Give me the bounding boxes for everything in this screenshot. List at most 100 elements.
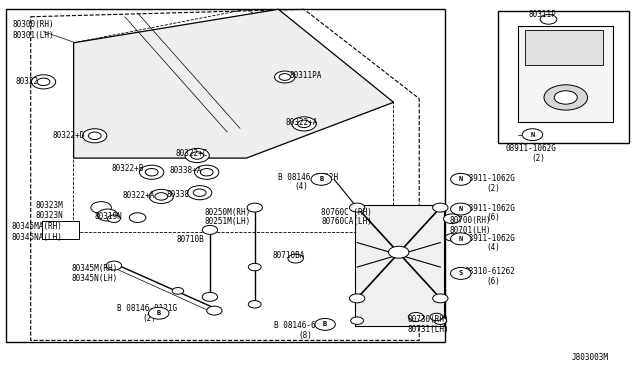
Text: 80700(RH): 80700(RH) bbox=[450, 216, 492, 225]
Text: 08310-61262: 08310-61262 bbox=[465, 267, 515, 276]
Text: 80701(LH): 80701(LH) bbox=[450, 226, 492, 235]
Circle shape bbox=[129, 213, 146, 222]
Circle shape bbox=[188, 186, 212, 200]
Bar bbox=[355, 205, 444, 326]
Circle shape bbox=[108, 215, 120, 222]
Circle shape bbox=[83, 129, 107, 143]
Text: B: B bbox=[157, 310, 161, 316]
Circle shape bbox=[451, 233, 471, 245]
Circle shape bbox=[207, 306, 222, 315]
Circle shape bbox=[298, 120, 310, 128]
Circle shape bbox=[148, 307, 169, 319]
Circle shape bbox=[31, 75, 56, 89]
Circle shape bbox=[540, 15, 557, 24]
Text: 80323N: 80323N bbox=[35, 211, 63, 220]
Circle shape bbox=[195, 165, 219, 179]
Circle shape bbox=[155, 193, 168, 200]
Circle shape bbox=[97, 209, 118, 221]
Text: 80322+A: 80322+A bbox=[285, 118, 318, 126]
Text: 80338: 80338 bbox=[166, 190, 189, 199]
Bar bbox=[42, 221, 79, 239]
Text: (4): (4) bbox=[294, 182, 308, 191]
Text: 80322+C: 80322+C bbox=[176, 149, 209, 158]
Text: N: N bbox=[459, 206, 463, 212]
Circle shape bbox=[106, 261, 122, 270]
Text: (6): (6) bbox=[486, 277, 500, 286]
Text: B 08146-6122G: B 08146-6122G bbox=[274, 321, 334, 330]
Text: J803003M: J803003M bbox=[572, 353, 609, 362]
Circle shape bbox=[451, 267, 471, 279]
Circle shape bbox=[193, 189, 206, 196]
Text: 80311PA: 80311PA bbox=[289, 71, 322, 80]
Text: 80345NA(LH): 80345NA(LH) bbox=[12, 233, 62, 242]
Bar bbox=[498, 11, 629, 143]
Text: (8): (8) bbox=[298, 331, 312, 340]
Circle shape bbox=[88, 132, 101, 140]
Circle shape bbox=[349, 294, 365, 303]
Circle shape bbox=[292, 117, 316, 131]
Text: 80710B: 80710B bbox=[177, 235, 204, 244]
Text: 80250M(RH): 80250M(RH) bbox=[205, 208, 251, 217]
Circle shape bbox=[140, 165, 164, 179]
Text: (2): (2) bbox=[142, 314, 156, 323]
Circle shape bbox=[247, 203, 262, 212]
Text: S: S bbox=[459, 270, 463, 276]
Text: (4): (4) bbox=[486, 243, 500, 252]
Circle shape bbox=[202, 225, 218, 234]
Circle shape bbox=[200, 169, 213, 176]
Circle shape bbox=[248, 263, 261, 271]
Circle shape bbox=[544, 85, 588, 110]
Circle shape bbox=[172, 288, 184, 294]
Circle shape bbox=[311, 173, 332, 185]
Text: 08911-1062G: 08911-1062G bbox=[465, 234, 515, 243]
Text: 08911-1062G: 08911-1062G bbox=[465, 204, 515, 213]
Circle shape bbox=[445, 234, 458, 241]
Text: 80323M: 80323M bbox=[35, 201, 63, 210]
Text: 08911-1062G: 08911-1062G bbox=[506, 144, 556, 153]
Bar bbox=[6, 9, 445, 342]
Circle shape bbox=[388, 246, 409, 258]
Text: N: N bbox=[459, 176, 463, 182]
Circle shape bbox=[351, 317, 364, 324]
Text: (2): (2) bbox=[486, 184, 500, 193]
Circle shape bbox=[145, 169, 158, 176]
Circle shape bbox=[91, 202, 111, 214]
Circle shape bbox=[349, 203, 365, 212]
Circle shape bbox=[185, 148, 209, 163]
Circle shape bbox=[275, 71, 295, 83]
Bar bbox=[518, 26, 613, 122]
Circle shape bbox=[149, 189, 173, 203]
Circle shape bbox=[522, 129, 543, 141]
Text: (6): (6) bbox=[486, 214, 500, 222]
Text: 80345M(RH): 80345M(RH) bbox=[72, 264, 118, 273]
Text: (2): (2) bbox=[531, 154, 545, 163]
Text: 80322+A: 80322+A bbox=[123, 191, 156, 200]
Text: 80300(RH): 80300(RH) bbox=[13, 20, 54, 29]
Circle shape bbox=[408, 312, 424, 321]
Text: N: N bbox=[459, 236, 463, 242]
Text: 80760CA(LH): 80760CA(LH) bbox=[321, 217, 372, 226]
Text: 80301(LH): 80301(LH) bbox=[13, 31, 54, 40]
Text: 80730(RH): 80730(RH) bbox=[407, 315, 449, 324]
Text: B: B bbox=[323, 321, 327, 327]
Circle shape bbox=[191, 152, 204, 159]
Circle shape bbox=[444, 214, 460, 224]
Text: 80251M(LH): 80251M(LH) bbox=[205, 217, 251, 226]
Text: B 08146-8121G: B 08146-8121G bbox=[117, 304, 177, 313]
Text: B 08146-6122H: B 08146-6122H bbox=[278, 173, 339, 182]
Text: 80322+D: 80322+D bbox=[52, 131, 85, 140]
Circle shape bbox=[433, 294, 448, 303]
Text: 80338+A: 80338+A bbox=[170, 166, 202, 175]
Circle shape bbox=[430, 313, 443, 321]
Text: 80710BA: 80710BA bbox=[273, 251, 305, 260]
Circle shape bbox=[288, 254, 303, 263]
Text: 80760C (RH): 80760C (RH) bbox=[321, 208, 372, 217]
Bar bbox=[525, 30, 603, 65]
Text: B: B bbox=[319, 176, 323, 182]
Text: N: N bbox=[531, 132, 534, 138]
Circle shape bbox=[433, 203, 448, 212]
Circle shape bbox=[202, 292, 218, 301]
Text: 80345N(LH): 80345N(LH) bbox=[72, 274, 118, 283]
Text: 80319N: 80319N bbox=[95, 212, 122, 221]
Circle shape bbox=[434, 317, 447, 324]
